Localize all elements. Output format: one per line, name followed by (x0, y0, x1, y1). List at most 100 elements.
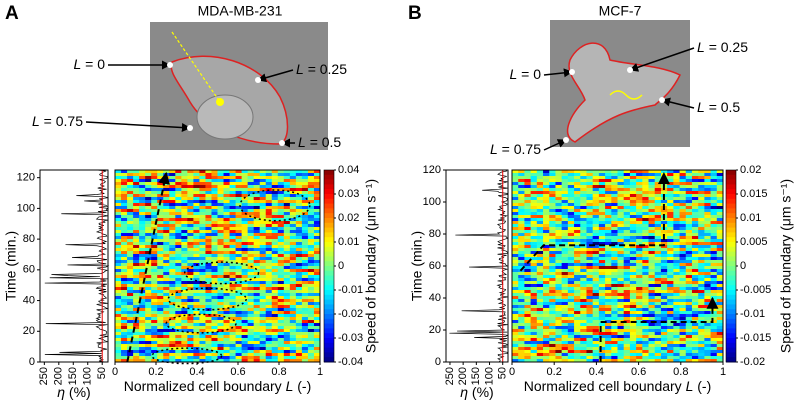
heatmap-cell (611, 260, 618, 264)
heatmap-cell (289, 269, 297, 273)
heatmap-cell (151, 281, 158, 285)
heatmap-cell (259, 203, 267, 207)
heatmap-cell (691, 224, 699, 228)
heatmap-cell (115, 332, 122, 336)
heatmap-cell (555, 251, 563, 255)
heatmap-cell (710, 188, 718, 192)
heatmap-cell (289, 230, 297, 234)
heatmap-cell (187, 242, 194, 246)
heatmap-cell (536, 212, 544, 216)
heatmap-cell (145, 194, 152, 198)
heatmap-cell (199, 302, 206, 306)
heatmap-cell (187, 263, 194, 267)
heatmap-cell (271, 170, 279, 174)
heatmap-cell (121, 269, 128, 273)
heatmap-cell (181, 197, 188, 201)
heatmap-cell (253, 176, 261, 180)
heatmap-cell (642, 182, 650, 186)
heatmap-cell (181, 254, 188, 258)
colorbar-step (324, 213, 334, 219)
colorbar-step (324, 237, 334, 243)
heatmap-cell (211, 194, 218, 198)
heatmap-cell (205, 257, 212, 261)
heatmap-cell (307, 233, 315, 237)
heatmap-cell (133, 239, 140, 243)
heatmap-cell (642, 353, 650, 357)
heatmap-cell (567, 323, 575, 327)
heatmap-cell (193, 224, 200, 228)
heatmap-cell (253, 182, 261, 186)
heatmap-cell (205, 170, 212, 174)
heatmap-cell (259, 308, 267, 312)
heatmap-cell (636, 260, 643, 264)
heatmap-cell (605, 320, 612, 324)
heatmap-cell (187, 179, 194, 183)
heatmap-cell (530, 344, 538, 348)
heatmap-cell (679, 254, 687, 258)
heatmap-cell (163, 278, 170, 282)
heatmap-cell (648, 269, 656, 273)
heatmap-cell (253, 197, 261, 201)
heatmap-cell (211, 173, 218, 177)
heatmap-cell (187, 344, 194, 348)
heatmap-cell (660, 329, 668, 333)
heatmap-cell (283, 341, 291, 345)
heatmap-cell (586, 233, 594, 237)
heatmap-cell (199, 191, 206, 195)
heatmap-cell (313, 338, 321, 342)
heatmap-cell (157, 332, 164, 336)
heatmap-cell (271, 257, 279, 261)
heatmap-cell (157, 344, 164, 348)
heatmap-cell (667, 338, 674, 342)
heatmap-cell (561, 182, 569, 186)
heatmap-cell (598, 299, 606, 303)
heatmap-cell (115, 245, 122, 249)
heatmap-cell (115, 203, 122, 207)
colorbar-step (726, 333, 736, 339)
heatmap-cell (163, 311, 170, 315)
heatmap-cell (145, 245, 152, 249)
heatmap-cell (716, 323, 724, 327)
heatmap-cell (512, 227, 519, 231)
heatmap-cell (648, 212, 656, 216)
heatmap-cell (704, 287, 712, 291)
heatmap-cell (592, 338, 600, 342)
heatmap-cell (524, 251, 532, 255)
heatmap-cell (555, 287, 563, 291)
heatmap-cell (611, 356, 618, 360)
heatmap-cell (617, 248, 625, 252)
heatmap-cell (187, 335, 194, 339)
heatmap-cell (307, 320, 315, 324)
heatmap-cell (667, 320, 674, 324)
heatmap-cell (617, 206, 625, 210)
heatmap-cell (611, 227, 618, 231)
heatmap-cell (223, 317, 231, 321)
heatmap-cell (543, 206, 550, 210)
marker-symbol: L (73, 56, 81, 72)
heatmap-cell (193, 236, 200, 240)
heatmap-cell (229, 203, 237, 207)
heatmap-cell (580, 284, 587, 288)
heatmap-cell (710, 206, 718, 210)
heatmap-cell (530, 332, 538, 336)
heatmap-cell (586, 260, 594, 264)
heatmap-cell (524, 272, 532, 276)
heatmap-cell (259, 245, 267, 249)
colorbar-step (324, 246, 334, 253)
colorbar-step (324, 304, 334, 310)
heatmap-cell (698, 185, 705, 189)
heatmap-cell (518, 329, 525, 333)
heatmap-cell (555, 209, 563, 213)
heatmap-cell (710, 203, 718, 207)
heatmap-cell (648, 257, 656, 261)
heatmap-cell (580, 200, 587, 204)
heatmap-cell (654, 266, 662, 270)
heatmap-cell (691, 332, 699, 336)
heatmap-cell (685, 284, 693, 288)
heatmap-cell (199, 227, 206, 231)
heatmap-cell (592, 170, 600, 174)
heatmap-cell (592, 359, 600, 363)
heatmap-cell (555, 173, 563, 177)
heatmap-cell (561, 290, 569, 294)
heatmap-cell (175, 248, 182, 252)
